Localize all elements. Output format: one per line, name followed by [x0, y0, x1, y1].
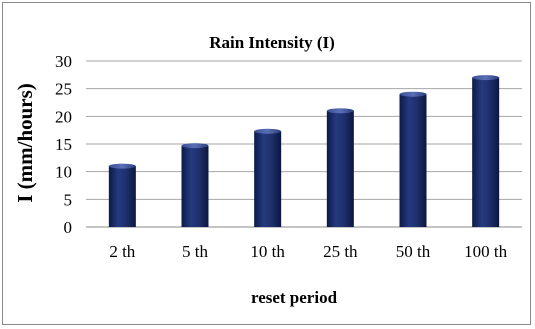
- y-tick-label: 15: [55, 135, 72, 154]
- bar-cap: [326, 108, 354, 114]
- bar: [326, 110, 354, 227]
- bar: [472, 77, 500, 227]
- x-axis-label: reset period: [251, 288, 338, 307]
- bar-cap: [254, 128, 282, 134]
- x-tick-label: 10 th: [250, 242, 285, 261]
- y-tick-label: 25: [55, 80, 72, 99]
- bar: [181, 145, 209, 227]
- y-tick-label: 20: [55, 107, 72, 126]
- x-tick-label: 2 th: [109, 242, 135, 261]
- bar: [108, 166, 136, 227]
- bar-cap: [181, 143, 209, 149]
- y-tick-label: 10: [55, 163, 72, 182]
- y-tick-label: 5: [64, 190, 73, 209]
- x-tick-label: 50 th: [396, 242, 431, 261]
- y-tick-label: 30: [55, 52, 72, 71]
- x-tick-label: 25 th: [323, 242, 358, 261]
- bar: [399, 94, 427, 227]
- chart-title: Rain Intensity (I): [209, 33, 335, 52]
- bar: [254, 131, 282, 227]
- bar-cap: [472, 75, 500, 81]
- x-tick-label: 5 th: [182, 242, 208, 261]
- y-axis-ticks: 0 5 10 15 20 25 30: [55, 52, 72, 237]
- x-tick-label: 100 th: [464, 242, 507, 261]
- y-tick-label: 0: [64, 218, 73, 237]
- bar-cap: [399, 91, 427, 97]
- x-axis-ticks: 2 th 5 th 10 th 25 th 50 th 100 th: [109, 242, 507, 261]
- gridlines: [86, 60, 522, 228]
- bar-cap: [108, 163, 136, 169]
- y-axis-label: I (mm/hours): [13, 83, 37, 203]
- bars: [108, 75, 500, 227]
